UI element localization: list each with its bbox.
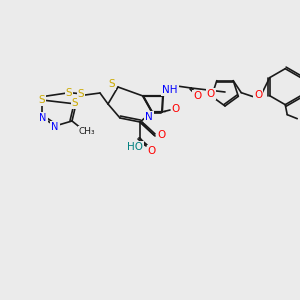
Text: O: O [158, 130, 166, 140]
Text: O: O [207, 89, 215, 99]
Text: S: S [39, 95, 45, 105]
Text: O: O [148, 146, 156, 156]
Text: N: N [145, 112, 153, 122]
Text: O: O [193, 91, 201, 101]
Text: S: S [109, 79, 115, 89]
Text: N: N [39, 113, 47, 123]
Text: S: S [72, 98, 78, 108]
Text: N: N [51, 122, 59, 132]
Text: S: S [66, 88, 72, 98]
Text: S: S [78, 89, 84, 99]
Text: O: O [172, 104, 180, 114]
Text: HO: HO [127, 142, 143, 152]
Text: NH: NH [162, 85, 178, 95]
Text: CH₃: CH₃ [79, 127, 95, 136]
Text: O: O [254, 90, 262, 100]
